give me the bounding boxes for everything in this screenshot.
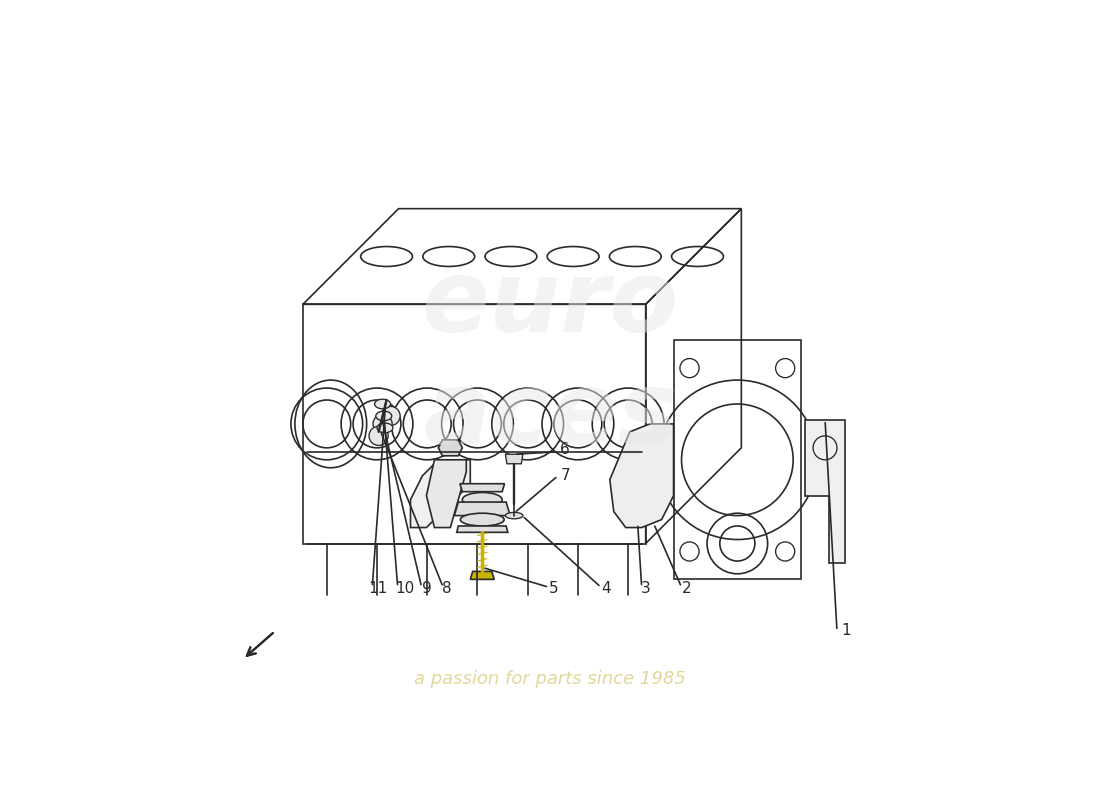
Ellipse shape bbox=[462, 493, 503, 507]
Text: a passion for parts since 1985: a passion for parts since 1985 bbox=[414, 670, 686, 688]
Text: 9: 9 bbox=[421, 581, 431, 596]
Circle shape bbox=[368, 426, 388, 446]
Text: 10: 10 bbox=[395, 581, 415, 596]
Text: euro
aces: euro aces bbox=[421, 255, 679, 465]
Text: 6: 6 bbox=[560, 442, 570, 458]
Text: 2: 2 bbox=[682, 581, 691, 596]
Polygon shape bbox=[427, 460, 466, 527]
Text: 1: 1 bbox=[842, 623, 851, 638]
Circle shape bbox=[373, 414, 392, 434]
Ellipse shape bbox=[377, 423, 393, 433]
Text: 3: 3 bbox=[641, 581, 650, 596]
Ellipse shape bbox=[505, 513, 522, 518]
Text: 7: 7 bbox=[560, 468, 570, 482]
Ellipse shape bbox=[460, 514, 504, 526]
Circle shape bbox=[381, 406, 400, 426]
Polygon shape bbox=[410, 460, 471, 527]
Polygon shape bbox=[439, 440, 462, 456]
Text: 8: 8 bbox=[442, 581, 452, 596]
Polygon shape bbox=[460, 484, 505, 492]
Text: 4: 4 bbox=[601, 581, 610, 596]
Text: 11: 11 bbox=[368, 581, 387, 596]
Ellipse shape bbox=[376, 411, 392, 421]
Polygon shape bbox=[805, 420, 845, 563]
Polygon shape bbox=[456, 526, 508, 532]
Polygon shape bbox=[505, 454, 522, 464]
Polygon shape bbox=[454, 502, 510, 515]
Polygon shape bbox=[471, 571, 494, 579]
Ellipse shape bbox=[375, 399, 390, 409]
Polygon shape bbox=[609, 424, 673, 527]
Text: 5: 5 bbox=[549, 581, 558, 596]
